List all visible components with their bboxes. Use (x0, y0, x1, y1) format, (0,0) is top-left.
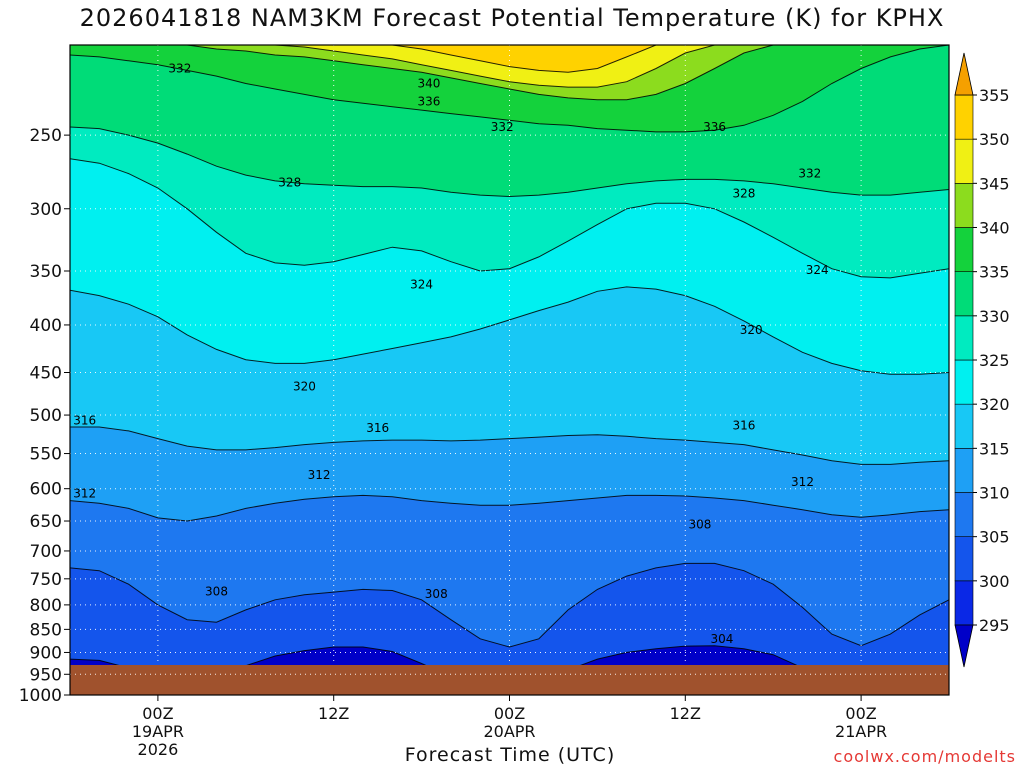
colorbar-label: 335 (979, 263, 1010, 282)
colorbar-segment (954, 183, 974, 228)
contour-label: 316 (732, 418, 755, 432)
y-tick-label: 550 (30, 445, 62, 465)
colorbar-segment (954, 536, 974, 582)
colorbar-label: 310 (979, 484, 1010, 503)
colorbar-label: 300 (979, 572, 1010, 591)
colorbar-segment (954, 448, 974, 493)
colorbar-segment (954, 580, 974, 626)
contour-label: 324 (410, 278, 433, 292)
contour-line-340 (70, 45, 949, 101)
contour-label: 320 (293, 380, 316, 394)
x-tick-label: 00Z (845, 704, 876, 723)
y-tick-label: 600 (30, 480, 62, 500)
colorbar-segment (954, 359, 974, 405)
colorbar: 295 300 305 310 315 320 325 330 335 340 345 350 355 (954, 52, 1010, 668)
x-tick-label: 19APR (132, 722, 184, 741)
y-tick-label: 650 (30, 512, 62, 532)
colorbar-segment (954, 403, 974, 449)
contour-label: 332 (168, 62, 191, 76)
colorbar-label: 305 (979, 528, 1010, 547)
contour-label: 320 (740, 323, 763, 337)
chart-title: 2026041818 NAM3KM Forecast Potential Tem… (79, 4, 945, 32)
contour-label: 340 (417, 76, 440, 90)
y-tick-label: 500 (30, 406, 62, 426)
contour-line-345 (70, 45, 949, 88)
x-tick-label: 21APR (835, 722, 887, 741)
band-fill-350 (70, 45, 949, 73)
contour-line-330 (70, 126, 949, 198)
y-tick-label: 300 (30, 200, 62, 220)
colorbar-arrow-low (954, 624, 974, 668)
colorbar-label: 340 (979, 219, 1010, 238)
contour-label: 324 (806, 263, 829, 277)
colorbar-label: 315 (979, 439, 1010, 458)
x-axis-title: Forecast Time (UTC) (404, 744, 616, 766)
grid (70, 45, 949, 696)
contour-label: 328 (732, 187, 755, 201)
y-tick-label: 950 (30, 665, 62, 685)
contour-label: 336 (417, 94, 440, 108)
contour-label: 308 (688, 518, 711, 532)
y-tick-label: 900 (30, 643, 62, 663)
colorbar-label: 350 (979, 130, 1010, 149)
x-tick-label: 12Z (318, 704, 349, 723)
x-tick-label: 00Z (142, 704, 173, 723)
contour-line-305 (70, 562, 949, 648)
contour-label: 308 (425, 587, 448, 601)
y-tick-label: 250 (30, 126, 62, 146)
contour-line-325 (70, 158, 949, 279)
contour-label: 336 (703, 120, 726, 134)
y-tick-label: 850 (30, 620, 62, 640)
y-tick-label: 1000 (19, 686, 62, 706)
y-tick-label: 400 (30, 316, 62, 336)
colorbar-segment (954, 271, 974, 317)
colorbar-segment (954, 94, 974, 140)
contour-label: 328 (278, 175, 301, 189)
colorbar-label: 345 (979, 174, 1010, 193)
colorbar-arrow-high (954, 52, 974, 96)
contour-label: 316 (73, 414, 96, 428)
colorbar-label: 320 (979, 395, 1010, 414)
contour-label: 332 (798, 167, 821, 181)
colorbar-segment (954, 138, 974, 184)
colorbar-label: 355 (979, 86, 1010, 105)
y-tick-label: 800 (30, 596, 62, 616)
credit-text: coolwx.com/modelts (833, 747, 1016, 766)
y-tick-label: 450 (30, 364, 62, 384)
colorbar-label: 325 (979, 351, 1010, 370)
x-tick-label: 20APR (483, 722, 535, 741)
contour-label: 304 (710, 632, 733, 646)
y-axis: 250 300 350 400 450 500 550 600 650 700 750 800 850 9… (19, 126, 70, 706)
colorbar-segment (954, 227, 974, 272)
y-tick-label: 350 (30, 262, 62, 282)
contour-line-350 (70, 45, 949, 73)
y-tick-label: 700 (30, 542, 62, 562)
colorbar-segment (954, 315, 974, 361)
ground-surface (70, 665, 949, 695)
x-tick-label: 00Z (494, 704, 525, 723)
contour-label: 308 (205, 585, 228, 599)
x-tick-label: 2026 (138, 740, 179, 759)
y-tick-label: 750 (30, 570, 62, 590)
contour-labels: 340 336 332 332 336 328 328 332 324 324 320 320 316 3… (73, 62, 828, 646)
contour-label: 332 (491, 120, 514, 134)
colorbar-label: 295 (979, 616, 1010, 635)
colorbar-segment (954, 492, 974, 537)
x-tick-label: 12Z (670, 704, 701, 723)
contour-line-315 (70, 426, 949, 465)
contour-label: 312 (308, 468, 331, 482)
contour-label: 312 (791, 475, 814, 489)
contour-label: 316 (366, 421, 389, 435)
colorbar-label: 330 (979, 307, 1010, 326)
contour-line-320 (70, 286, 949, 375)
contour-label: 312 (73, 486, 96, 500)
